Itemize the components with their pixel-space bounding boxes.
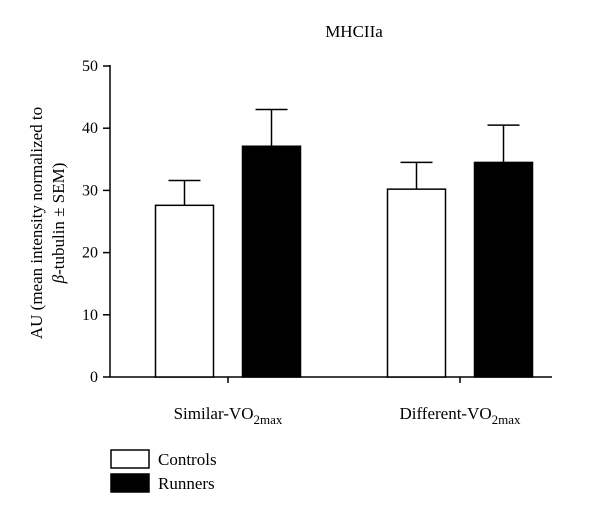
chart-title: MHCIIa [325, 22, 383, 41]
x-axis-labels: Similar-VO2max Different-VO2max [174, 404, 521, 427]
y-axis-label-greek: β [49, 274, 68, 284]
y-axis-label-line1: AU (mean intensity normalized to [27, 107, 46, 339]
legend-label-controls: Controls [158, 450, 217, 469]
y-tick-label: 30 [82, 182, 98, 199]
legend-swatch-runners [110, 473, 150, 493]
y-tick-label: 50 [82, 58, 98, 75]
y-axis-label-rest: -tubulin ± SEM) [49, 163, 68, 275]
x-tick-label: Different-VO2max [399, 404, 521, 427]
y-tick-label: 0 [90, 369, 98, 386]
y-axis-label-line2: β-tubulin ± SEM) [49, 163, 68, 285]
y-tick-label: 20 [82, 245, 98, 262]
legend: Controls Runners [110, 449, 217, 493]
bar-runners [241, 145, 302, 378]
legend-swatch-controls [110, 449, 150, 469]
x-tick-label: Similar-VO2max [174, 404, 283, 427]
bar-controls [154, 204, 215, 378]
bars [154, 108, 534, 378]
y-tick-label: 10 [82, 307, 98, 324]
y-tick-label: 40 [82, 120, 98, 137]
y-axis-label: AU (mean intensity normalized to β-tubul… [27, 107, 68, 339]
bar-runners [473, 161, 534, 378]
bar-controls [386, 188, 447, 378]
legend-label-runners: Runners [158, 474, 215, 493]
